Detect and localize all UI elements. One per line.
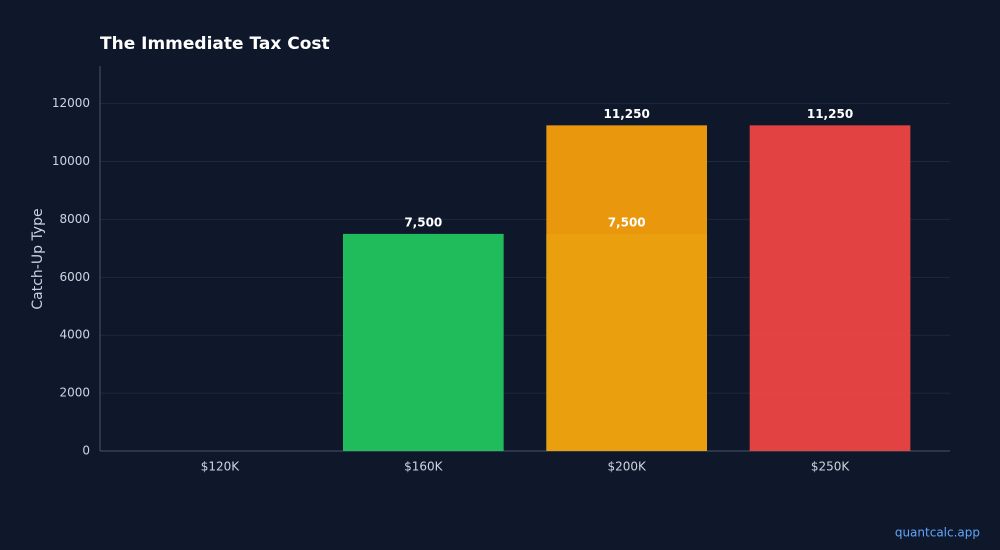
- value-label: 7,500: [404, 215, 442, 229]
- x-tick-label: $160K: [404, 460, 444, 474]
- y-tick-label: 6000: [59, 270, 90, 284]
- footer: quantcalc.app: [895, 526, 980, 540]
- y-tick-label: 2000: [59, 386, 90, 400]
- y-tick-label: 12000: [52, 96, 90, 110]
- x-tick-label: $200K: [607, 460, 647, 474]
- value-label: 7,500: [608, 215, 646, 229]
- y-axis-label: Catch-Up Type: [30, 208, 46, 309]
- y-tick-label: 10000: [52, 154, 90, 168]
- x-tick-label: $250K: [811, 460, 851, 474]
- y-tick-label: 0: [82, 444, 90, 458]
- y-tick-label: 4000: [59, 328, 90, 342]
- bar: [343, 233, 504, 451]
- value-label: 11,250: [807, 107, 853, 121]
- value-label: 11,250: [604, 107, 650, 121]
- y-tick-label: 8000: [59, 212, 90, 226]
- bar: [749, 125, 911, 451]
- bar: [546, 125, 707, 451]
- x-tick-label: $120K: [201, 460, 241, 474]
- chart-title: The Immediate Tax Cost: [100, 34, 330, 54]
